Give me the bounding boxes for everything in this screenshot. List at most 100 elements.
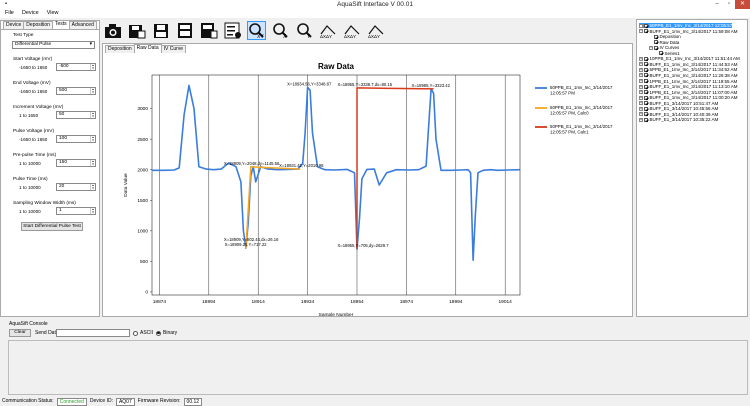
prepulse-time-input[interactable]: 150 ▴ ▾	[56, 159, 96, 167]
tab-tests[interactable]: Tests	[51, 20, 70, 29]
tree-item[interactable]: + BUFF_E1_3/14/2017 10:45:56 AM	[639, 106, 718, 111]
tree-checkbox[interactable]	[644, 117, 648, 122]
calc0-line	[245, 166, 301, 249]
measure-dxdy-button[interactable]: ΔXΔY	[319, 21, 338, 40]
increment-voltage-input[interactable]: 50 ▴ ▾	[56, 111, 96, 119]
screenshot-camera-button[interactable]	[103, 21, 122, 40]
tab-advanced[interactable]: Advanced	[68, 21, 97, 29]
tree-checkbox[interactable]	[644, 79, 648, 83]
expand-icon[interactable]: +	[639, 56, 643, 61]
measure-dxdy2-button[interactable]: ΔXΔY	[343, 21, 362, 40]
minimize-button[interactable]: –	[715, 1, 719, 7]
tree-item[interactable]: + BUFF_E1_1mv_Inc_3/14/2017 11:44:53 AM	[639, 62, 737, 67]
tree-checkbox[interactable]	[644, 90, 648, 95]
tree-item[interactable]: +Deposition	[649, 34, 681, 39]
spinner-icon[interactable]: ▴ ▾	[90, 112, 95, 118]
tab-iv-curve[interactable]: IV Curve	[160, 45, 187, 53]
binary-radio[interactable]	[156, 330, 161, 336]
tree-item[interactable]: +1PPB_E1_1mv_Inc_3/14/2017 11:19:55 AM	[639, 79, 737, 84]
tree-item[interactable]: + BUFF_E1_3/14/2017 10:51:47 AM	[639, 101, 718, 106]
test-type-select[interactable]: Differential Pulse ▾	[12, 41, 95, 49]
expand-icon[interactable]: +	[639, 73, 643, 78]
menu-device[interactable]: Device	[21, 10, 39, 16]
send-data-input[interactable]	[56, 329, 130, 337]
tree-checkbox[interactable]	[644, 73, 648, 78]
zoom-y-button[interactable]: Y	[295, 21, 314, 40]
tree-item[interactable]: +Series1	[654, 51, 680, 56]
maximize-button[interactable]: ▫	[727, 1, 731, 7]
tree-checkbox[interactable]	[654, 40, 658, 45]
tab-device[interactable]: Device	[3, 21, 25, 29]
raw-data-chart[interactable]: Raw Data 18874 18894 18914 18934 18954 18974 18…	[103, 44, 632, 316]
spinner-icon[interactable]: ▴ ▾	[90, 136, 95, 142]
spinner-icon[interactable]: ▴ ▾	[90, 184, 95, 190]
collapse-icon[interactable]: −	[639, 23, 643, 28]
spinner-icon[interactable]: ▴ ▾	[90, 208, 95, 214]
tree-checkbox[interactable]	[644, 101, 648, 106]
zoom-xy-button[interactable]: XY	[247, 21, 266, 40]
pulse-time-input[interactable]: 20 ▴ ▾	[56, 183, 96, 191]
tree-item[interactable]: +Raw Data	[649, 40, 679, 45]
export-csv-button[interactable]	[175, 21, 194, 40]
tab-deposition[interactable]: Deposition	[23, 21, 53, 29]
expand-icon[interactable]: +	[639, 62, 643, 67]
sampling-window-input[interactable]: 1 ▴ ▾	[56, 207, 96, 215]
spinner-icon[interactable]: ▴ ▾	[90, 64, 95, 70]
tree-checkbox[interactable]	[644, 23, 648, 28]
close-button[interactable]: ✕	[735, 0, 750, 9]
tree-item[interactable]: + BUFF_E1_1mv_Inc_3/14/2017 11:26:38 AM	[639, 73, 737, 78]
collapse-icon[interactable]: −	[649, 45, 653, 50]
end-voltage-input[interactable]: 500 ▴ ▾	[56, 87, 96, 95]
ascii-radio[interactable]	[133, 330, 138, 336]
tree-item[interactable]: +1PPB_E1_1mv_Inc_3/14/2017 11:07:00 AM	[639, 90, 737, 95]
expand-icon[interactable]: +	[639, 84, 643, 89]
tree-item[interactable]: + BUFF_E1_1mv_Inc_3/14/2017 11:00:20 AM	[639, 95, 737, 100]
tree-checkbox[interactable]	[654, 34, 658, 39]
tree-item[interactable]: − BUFF_E1_1mv_Inc_3/14/2017 11:59:08 AM	[639, 29, 737, 34]
tree-checkbox[interactable]	[644, 106, 648, 111]
test-type-label: Test Type	[13, 33, 34, 38]
expand-icon[interactable]: +	[639, 67, 643, 72]
tree-checkbox[interactable]	[644, 112, 648, 117]
tree-checkbox[interactable]	[659, 51, 663, 56]
expand-icon[interactable]: +	[639, 95, 643, 100]
save-chart-button[interactable]	[127, 21, 146, 40]
expand-icon[interactable]: +	[639, 90, 643, 95]
start-voltage-input[interactable]: -500 ▴ ▾	[56, 63, 96, 71]
svg-text:ΔXΔY: ΔXΔY	[368, 34, 380, 39]
expand-icon[interactable]: +	[639, 112, 643, 117]
tree-checkbox[interactable]	[644, 95, 648, 100]
clear-button[interactable]: Clear	[9, 329, 31, 337]
zoom-x-button[interactable]: X	[271, 21, 290, 40]
expand-icon[interactable]: +	[639, 117, 643, 122]
export-csv-all-button[interactable]	[199, 21, 218, 40]
menu-view[interactable]: View	[46, 10, 59, 16]
collapse-icon[interactable]: −	[639, 29, 643, 34]
spinner-icon[interactable]: ▴ ▾	[90, 160, 95, 166]
tree-item[interactable]: + BUFF_E1_3/14/2017 10:35:22 AM	[639, 117, 718, 122]
svg-text:XY: XY	[257, 34, 264, 39]
tree-item[interactable]: +5PPB_E1_1mv_Inc_3/14/2017 11:34:52 AM	[639, 67, 737, 72]
list-settings-button[interactable]	[223, 21, 242, 40]
spinner-icon[interactable]: ▴ ▾	[90, 88, 95, 94]
tree-checkbox[interactable]	[644, 67, 648, 72]
tree-checkbox[interactable]	[644, 84, 648, 89]
save-button[interactable]	[151, 21, 170, 40]
tree-item[interactable]: − IV Curves	[649, 45, 679, 50]
start-test-button[interactable]: Start Differential Pulse Test	[21, 222, 83, 231]
console-output[interactable]	[8, 340, 748, 395]
tree-item[interactable]: +10PPB_E1_1mv_Inc_3/14/2017 11:51:44 AM	[639, 56, 740, 61]
tree-checkbox[interactable]	[654, 45, 658, 50]
tree-checkbox[interactable]	[644, 29, 648, 34]
expand-icon[interactable]: +	[639, 79, 643, 83]
tree-item[interactable]: − 50PPB_E1_1mv_Inc_3/14/2017 12:05:57	[639, 23, 733, 28]
expand-icon[interactable]: +	[639, 101, 643, 106]
menu-file[interactable]: File	[5, 10, 14, 16]
tree-item[interactable]: + BUFF_E1_3/14/2017 10:40:39 AM	[639, 112, 718, 117]
measure-dxdy3-button[interactable]: ΔXΔY	[367, 21, 386, 40]
pulse-voltage-input[interactable]: 100 ▴ ▾	[56, 135, 96, 143]
tree-checkbox[interactable]	[644, 56, 648, 61]
expand-icon[interactable]: +	[639, 106, 643, 111]
tree-checkbox[interactable]	[644, 62, 648, 67]
tree-item[interactable]: + BUFF_E1_1mv_Inc_3/14/2017 11:13:10 AM	[639, 84, 737, 89]
